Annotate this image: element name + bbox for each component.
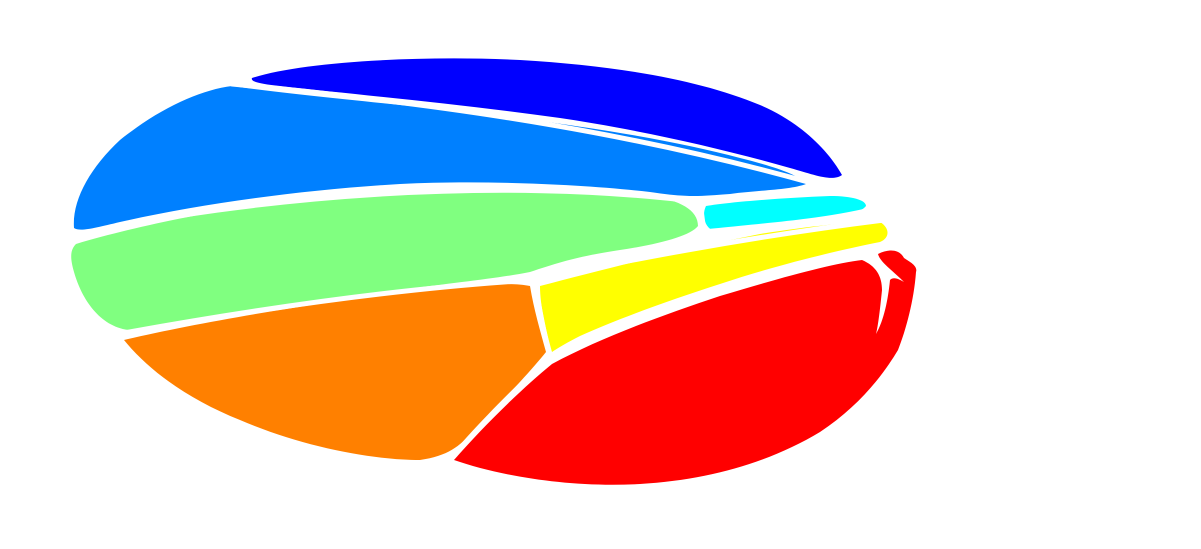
region-orange [124, 283, 546, 460]
region-dark-blue [251, 58, 842, 178]
vein-line-4 [701, 207, 873, 235]
vein-line-7 [449, 353, 553, 461]
vein-line-6 [531, 277, 553, 359]
vein-lines [69, 81, 887, 461]
vein-line-2 [69, 187, 703, 239]
vein-line-8 [547, 241, 887, 359]
vein-line-9 [531, 217, 887, 283]
region-medium-blue [73, 86, 806, 230]
vein-line-5 [115, 277, 537, 337]
region-light-green [71, 189, 698, 330]
region-yellow [540, 222, 888, 352]
vein-line-3 [697, 199, 707, 235]
region-red [454, 250, 917, 485]
vein-line-1 [229, 81, 811, 185]
region-cyan [704, 196, 866, 230]
